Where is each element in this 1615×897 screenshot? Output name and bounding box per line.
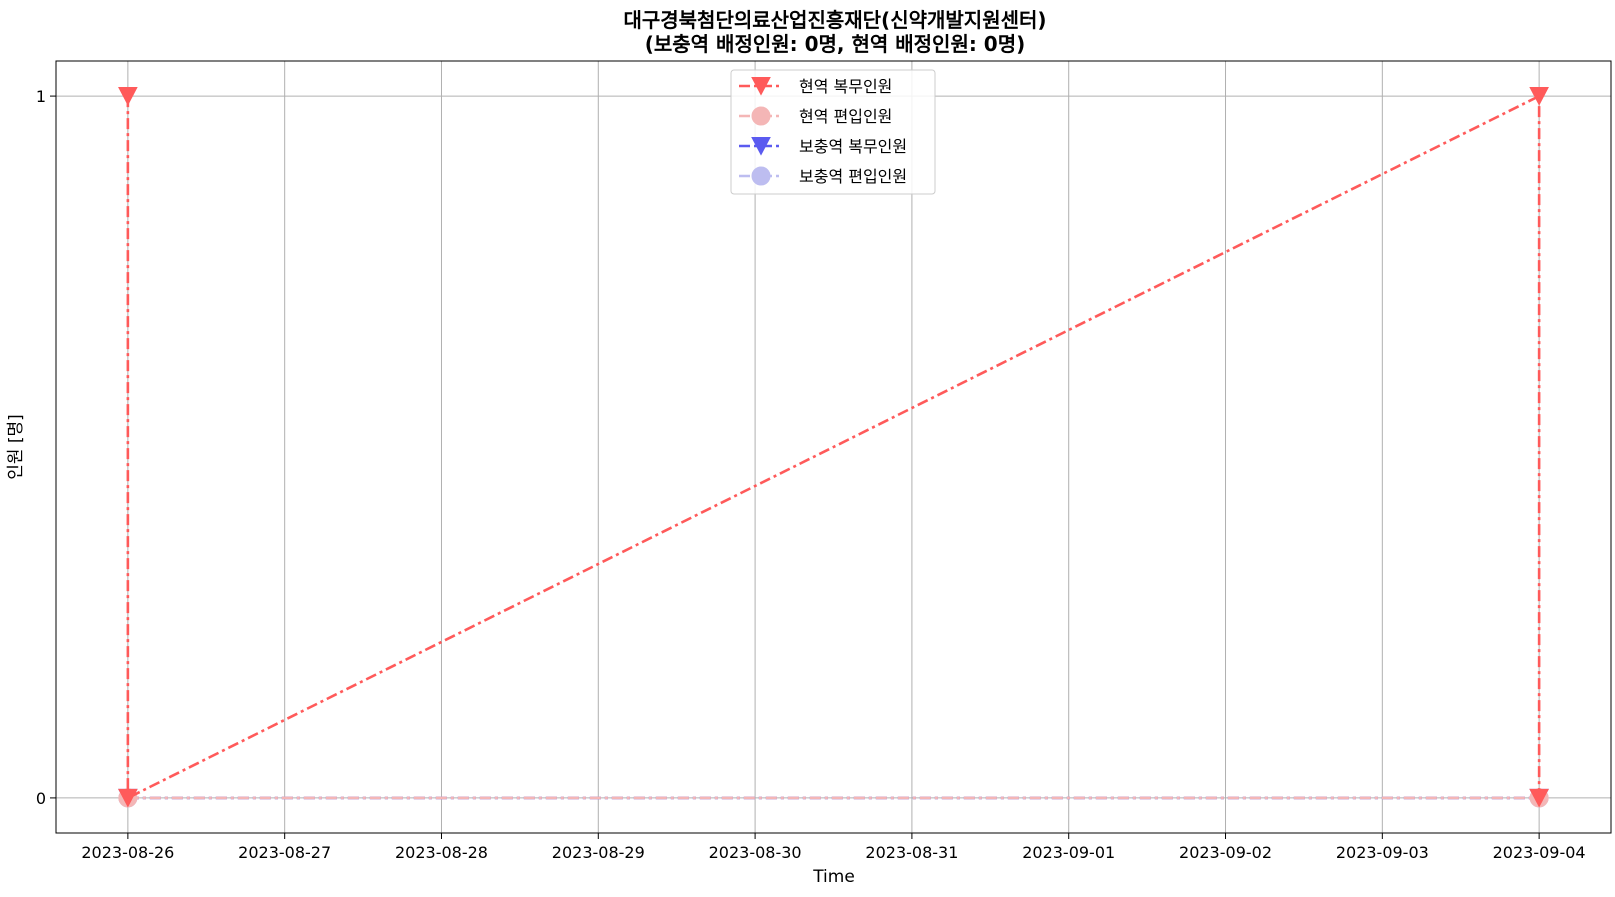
legend-box: [730, 69, 936, 195]
x-tick-label: 2023-09-03: [1336, 843, 1429, 862]
legend-label: 현역 복무인원: [799, 77, 892, 96]
x-tick-label: 2023-08-27: [238, 843, 331, 862]
y-tick-label: 0: [36, 789, 46, 808]
x-tick-label: 2023-09-01: [1022, 843, 1115, 862]
plot-frame: [55, 60, 1612, 834]
legend-marker: [751, 136, 771, 156]
x-tick-label: 2023-08-28: [395, 843, 488, 862]
data-point: [1529, 87, 1549, 106]
legend-marker: [751, 76, 771, 96]
series-1: [118, 788, 1549, 808]
y-tick-label: 1: [36, 87, 46, 106]
x-tick-label: 2023-08-29: [552, 843, 645, 862]
series-layer: [118, 87, 1549, 808]
series-0: [118, 87, 1549, 808]
x-tick-label: 2023-08-26: [81, 843, 174, 862]
legend-label: 현역 편입인원: [799, 107, 892, 126]
x-tick-label: 2023-09-04: [1493, 843, 1586, 862]
x-tick-label: 2023-09-02: [1179, 843, 1272, 862]
data-point: [118, 788, 138, 808]
x-tick-label: 2023-08-31: [865, 843, 958, 862]
tick-layer: 2023-08-26 2023-08-27 2023-08-28 2023-08-29…: [36, 87, 1586, 862]
y-axis-label: 인원 [명]: [6, 414, 26, 480]
legend-label: 보충역 편입인원: [799, 167, 907, 186]
data-point: [118, 87, 138, 106]
legend-label: 보충역 복무인원: [799, 137, 907, 156]
chart-subtitle: (보충역 배정인원: 0명, 현역 배정인원: 0명): [645, 32, 1026, 56]
data-point: [1529, 788, 1549, 808]
x-axis-label: Time: [812, 867, 855, 887]
legend-marker: [751, 166, 771, 186]
x-tick-label: 2023-08-30: [709, 843, 802, 862]
chart-title: 대구경북첨단의료산업진흥재단(신약개발지원센터): [623, 8, 1046, 32]
legend-marker: [751, 106, 771, 126]
series-line: [126, 94, 1541, 800]
